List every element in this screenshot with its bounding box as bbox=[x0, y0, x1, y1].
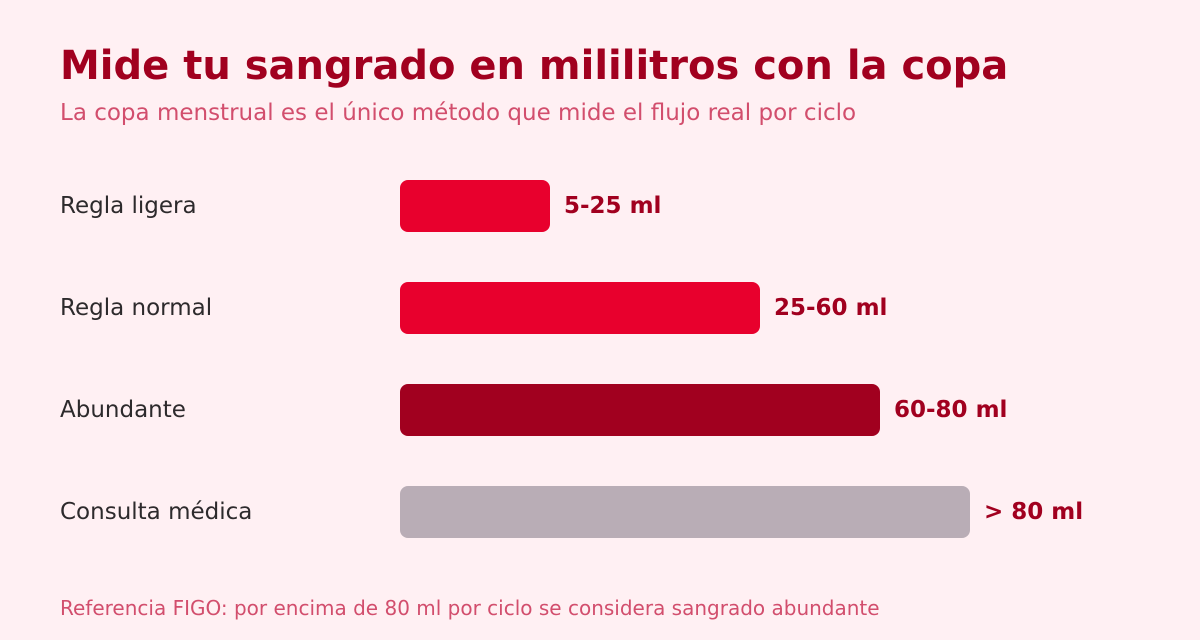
value-label: > 80 ml bbox=[984, 499, 1083, 525]
category-label: Consulta médica bbox=[60, 499, 252, 525]
bar bbox=[400, 384, 880, 436]
category-label: Abundante bbox=[60, 397, 186, 423]
value-label: 25-60 ml bbox=[774, 295, 887, 321]
bar bbox=[400, 180, 550, 232]
bar bbox=[400, 486, 970, 538]
category-label: Regla normal bbox=[60, 295, 212, 321]
bar bbox=[400, 282, 760, 334]
chart-subtitle: La copa menstrual es el único método que… bbox=[60, 100, 857, 126]
footnote: Referencia FIGO: por encima de 80 ml por… bbox=[60, 596, 880, 620]
category-label: Regla ligera bbox=[60, 193, 197, 219]
chart-title: Mide tu sangrado en mililitros con la co… bbox=[60, 43, 1009, 89]
value-label: 5-25 ml bbox=[564, 193, 661, 219]
value-label: 60-80 ml bbox=[894, 397, 1007, 423]
